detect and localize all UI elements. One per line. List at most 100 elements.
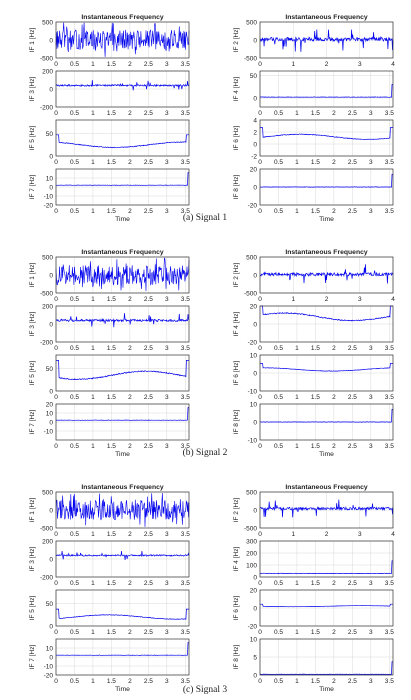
x-tick-label: 1: [91, 110, 95, 117]
y-tick-label: 500: [246, 255, 257, 262]
y-tick-label: 2: [253, 130, 257, 137]
x-tick-label: 1: [91, 296, 95, 303]
x-tick-label: 0.5: [274, 443, 283, 450]
x-tick-label: 2.5: [348, 345, 357, 352]
y-tick-label: -500: [40, 291, 53, 298]
x-tick-label: 2.5: [144, 345, 153, 352]
y-tick-label: 0: [49, 508, 53, 515]
x-tick-label: 3.5: [385, 208, 394, 215]
x-tick-label: 1: [295, 159, 299, 166]
if-trace-line: [259, 560, 393, 575]
x-axis-label: Time: [115, 451, 130, 458]
x-tick-label: 3.5: [181, 110, 190, 117]
x-tick-label: 3.5: [181, 678, 190, 685]
y-tick-label: 50: [46, 366, 54, 373]
x-tick-label: 3: [165, 61, 169, 68]
x-tick-label: 3: [165, 394, 169, 401]
x-tick-label: 0.5: [70, 531, 79, 538]
x-tick-label: 0: [54, 61, 58, 68]
x-tick-label: 2: [332, 394, 336, 401]
x-tick-label: 3: [369, 678, 373, 685]
x-tick-label: 0: [258, 531, 262, 538]
y-tick-label: 0: [253, 273, 257, 280]
x-tick-label: 1: [91, 531, 95, 538]
axes-frame: [55, 638, 190, 676]
x-tick-label: 3.5: [385, 580, 394, 587]
x-tick-label: 2.5: [144, 443, 153, 450]
if-trace-line: [260, 127, 393, 140]
x-tick-label: 0: [258, 345, 262, 352]
y-tick-label: 0: [253, 96, 257, 103]
x-tick-label: 1: [295, 443, 299, 450]
y-tick-label: -200: [40, 575, 53, 582]
x-tick-label: 3: [165, 531, 169, 538]
y-axis-label: IF 7 [Hz]: [29, 175, 36, 200]
x-tick-label: 0.5: [70, 296, 79, 303]
x-tick-label: 2: [332, 345, 336, 352]
x-tick-label: 2: [325, 61, 329, 68]
if-trace-line: [55, 642, 189, 656]
x-tick-label: 0.5: [274, 208, 283, 215]
x-tick-label: 1.5: [311, 678, 320, 685]
y-tick-label: 10: [250, 637, 258, 644]
x-tick-label: 0: [54, 159, 58, 166]
y-tick-label: 300: [246, 539, 257, 546]
x-tick-label: 0.5: [274, 678, 283, 685]
x-tick-label: 0: [258, 443, 262, 450]
axes-frame: [259, 403, 394, 441]
y-tick-label: 0: [49, 38, 53, 45]
y-axis-label: IF 5 [Hz]: [29, 126, 36, 151]
y-axis-label: IF 4 [Hz]: [233, 312, 240, 337]
x-tick-label: 3.5: [181, 443, 190, 450]
panel-title: Instantaneous Frequency: [285, 484, 368, 491]
x-tick-label: 2: [332, 443, 336, 450]
x-tick-label: 2: [128, 61, 132, 68]
x-tick-label: 3: [369, 159, 373, 166]
panel-signal-1-if-4: 0 50 0 0.5 1 1.5 2 2.5 3 3.5 IF 4 [Hz]: [233, 70, 394, 117]
x-tick-label: 0.5: [274, 629, 283, 636]
if-trace-line: [55, 493, 190, 527]
x-tick-label: 3.5: [181, 531, 190, 538]
x-tick-label: 2: [332, 580, 336, 587]
x-tick-label: 1: [91, 443, 95, 450]
x-tick-label: 2.5: [144, 394, 153, 401]
y-tick-label: 100: [246, 563, 257, 570]
x-tick-label: 2.5: [348, 394, 357, 401]
x-tick-label: 1: [291, 296, 295, 303]
x-tick-label: 1: [91, 208, 95, 215]
x-tick-label: 3: [165, 208, 169, 215]
if-trace-line: [259, 174, 393, 188]
if-trace-line: [259, 499, 394, 518]
x-tick-label: 2: [128, 678, 132, 685]
panel-title: Instantaneous Frequency: [81, 249, 164, 256]
panel-title: Instantaneous Frequency: [81, 484, 164, 491]
panel-signal-3-if-5: 0 50 0 0.5 1 1.5 2 2.5 3 3.5 IF 5 [Hz]: [29, 589, 190, 636]
axes-frame: [55, 70, 190, 108]
x-tick-label: 0: [258, 110, 262, 117]
x-tick-label: 3.5: [385, 110, 394, 117]
x-tick-label: 0: [54, 208, 58, 215]
y-tick-label: -10: [44, 664, 54, 671]
panel-signal-1-if-5: 0 50 0 0.5 1 1.5 2 2.5 3 3.5 IF 5 [Hz]: [29, 119, 190, 166]
x-tick-label: 3: [165, 443, 169, 450]
x-tick-label: 0: [258, 296, 262, 303]
x-tick-label: 0: [258, 208, 262, 215]
if-trace-line: [55, 407, 189, 421]
y-axis-label: IF 7 [Hz]: [29, 410, 36, 435]
y-tick-label: -20: [44, 203, 54, 210]
x-tick-label: 2.5: [144, 110, 153, 117]
x-tick-label: 3.5: [181, 159, 190, 166]
x-tick-label: 0: [258, 629, 262, 636]
y-tick-label: 0: [49, 185, 53, 192]
x-tick-label: 1.5: [107, 678, 116, 685]
x-tick-label: 0.5: [70, 629, 79, 636]
x-tick-label: 1.5: [107, 531, 116, 538]
x-tick-label: 2: [332, 678, 336, 685]
x-tick-label: 0.5: [274, 110, 283, 117]
